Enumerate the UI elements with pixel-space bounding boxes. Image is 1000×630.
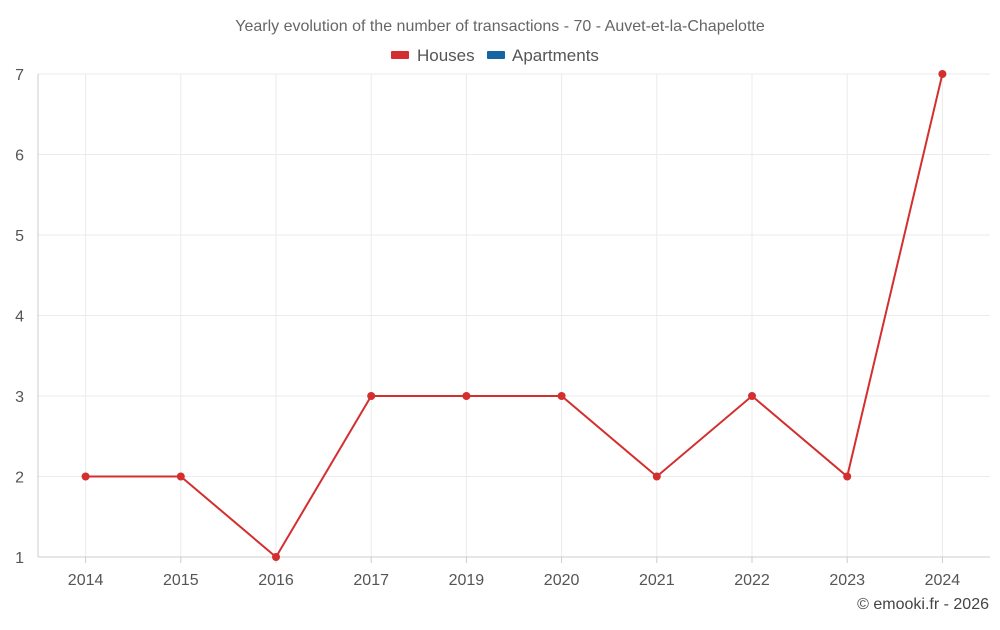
x-tick-label: 2014 [68, 572, 104, 589]
legend: Houses Apartments [391, 46, 599, 65]
x-tick-label: 2017 [353, 572, 389, 589]
x-tick-label: 2021 [639, 572, 675, 589]
data-point[interactable] [843, 472, 852, 481]
x-tick-label: 2020 [544, 572, 580, 589]
data-point[interactable] [176, 472, 185, 481]
legend-swatch-houses [391, 51, 409, 59]
legend-swatch-apartments [487, 51, 505, 59]
axes: 1 2 3 4 5 6 7 2014 2015 2016 2017 2019 2020 2021 2022 2… [15, 67, 990, 589]
y-tick-label: 6 [15, 148, 24, 165]
x-tick-label: 2016 [258, 572, 294, 589]
credit-text: © emooki.fr - 2026 [857, 596, 989, 613]
legend-label-houses[interactable]: Houses [417, 46, 475, 65]
data-point[interactable] [367, 392, 376, 400]
series-line-houses [85, 73, 944, 559]
legend-label-apartments[interactable]: Apartments [512, 46, 599, 65]
chart-title: Yearly evolution of the number of transa… [235, 18, 765, 35]
x-tick-label: 2024 [925, 572, 961, 589]
data-point[interactable] [81, 472, 90, 481]
y-tick-label: 3 [15, 389, 24, 406]
y-tick-label: 2 [15, 470, 24, 487]
series-layer [81, 70, 947, 561]
x-tick-label: 2023 [829, 572, 865, 589]
data-point[interactable] [272, 553, 280, 561]
x-tick-label: 2015 [163, 572, 199, 589]
data-point[interactable] [748, 392, 756, 400]
y-tick-label: 7 [15, 67, 24, 84]
data-point[interactable] [462, 392, 471, 400]
y-tick-label: 1 [15, 550, 24, 567]
y-tick-label: 4 [15, 309, 24, 326]
data-point[interactable] [938, 70, 947, 78]
x-tick-label: 2019 [449, 572, 485, 589]
x-tick-label: 2022 [734, 572, 770, 589]
data-point[interactable] [652, 472, 661, 481]
y-tick-label: 5 [15, 228, 24, 245]
grid [38, 73, 990, 557]
data-point[interactable] [557, 392, 566, 400]
